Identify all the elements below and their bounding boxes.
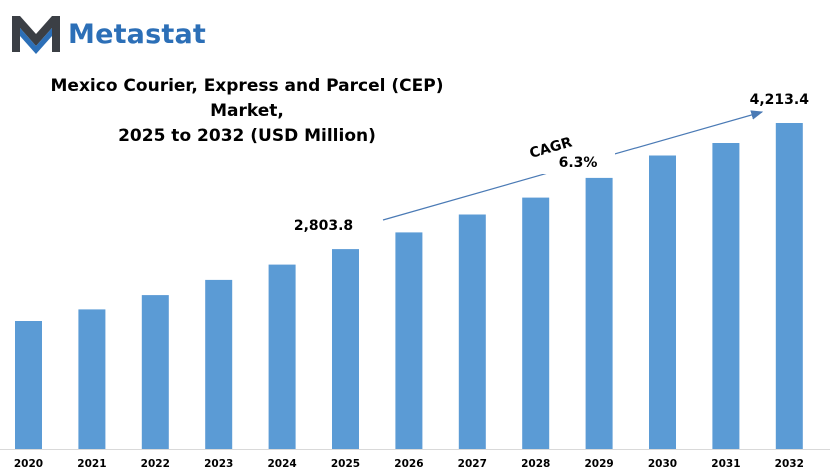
metastat-logo-icon — [12, 16, 60, 54]
data-label-2032: 4,213.4 — [750, 92, 810, 108]
x-tick-label-2030: 2030 — [648, 458, 677, 470]
bar-2023 — [205, 279, 233, 449]
metastat-logo: Metastat — [10, 14, 206, 54]
x-tick-label-2023: 2023 — [204, 458, 233, 470]
bar-2029 — [585, 177, 613, 449]
bar-2026 — [395, 232, 423, 449]
x-tick-label-2022: 2022 — [141, 458, 170, 470]
data-label-2025: 2,803.8 — [294, 218, 353, 234]
x-tick-label-2021: 2021 — [77, 458, 106, 470]
chart-title: Mexico Courier, Express and Parcel (CEP)… — [22, 74, 472, 149]
bar-2031 — [712, 143, 740, 449]
bar-2030 — [649, 155, 676, 449]
bar-2027 — [458, 214, 486, 449]
x-tick-label-2028: 2028 — [521, 458, 550, 470]
x-tick-label-2032: 2032 — [775, 458, 804, 470]
x-tick-label-2029: 2029 — [584, 458, 613, 470]
bar-2028 — [522, 197, 550, 449]
x-tick-label-2020: 2020 — [14, 458, 43, 470]
x-tick-label-2027: 2027 — [458, 458, 487, 470]
x-tick-label-2026: 2026 — [394, 458, 423, 470]
chart-title-line-2: 2025 to 2032 (USD Million) — [118, 126, 376, 146]
bar-2021 — [78, 309, 106, 449]
bar-2032 — [775, 123, 803, 449]
brand-name: Metastat — [68, 18, 207, 50]
cagr-label-background — [525, 130, 615, 174]
x-tick-label-2024: 2024 — [267, 458, 296, 470]
x-tick-label-2031: 2031 — [711, 458, 740, 470]
cagr-value: 6.3% — [559, 155, 598, 171]
bar-2020 — [15, 321, 42, 449]
bar-2024 — [268, 264, 296, 449]
chart-title-line-1: Mexico Courier, Express and Parcel (CEP)… — [50, 76, 444, 121]
bar-2022 — [141, 295, 169, 449]
x-tick-label-2025: 2025 — [331, 458, 360, 470]
bar-2025 — [332, 249, 359, 449]
